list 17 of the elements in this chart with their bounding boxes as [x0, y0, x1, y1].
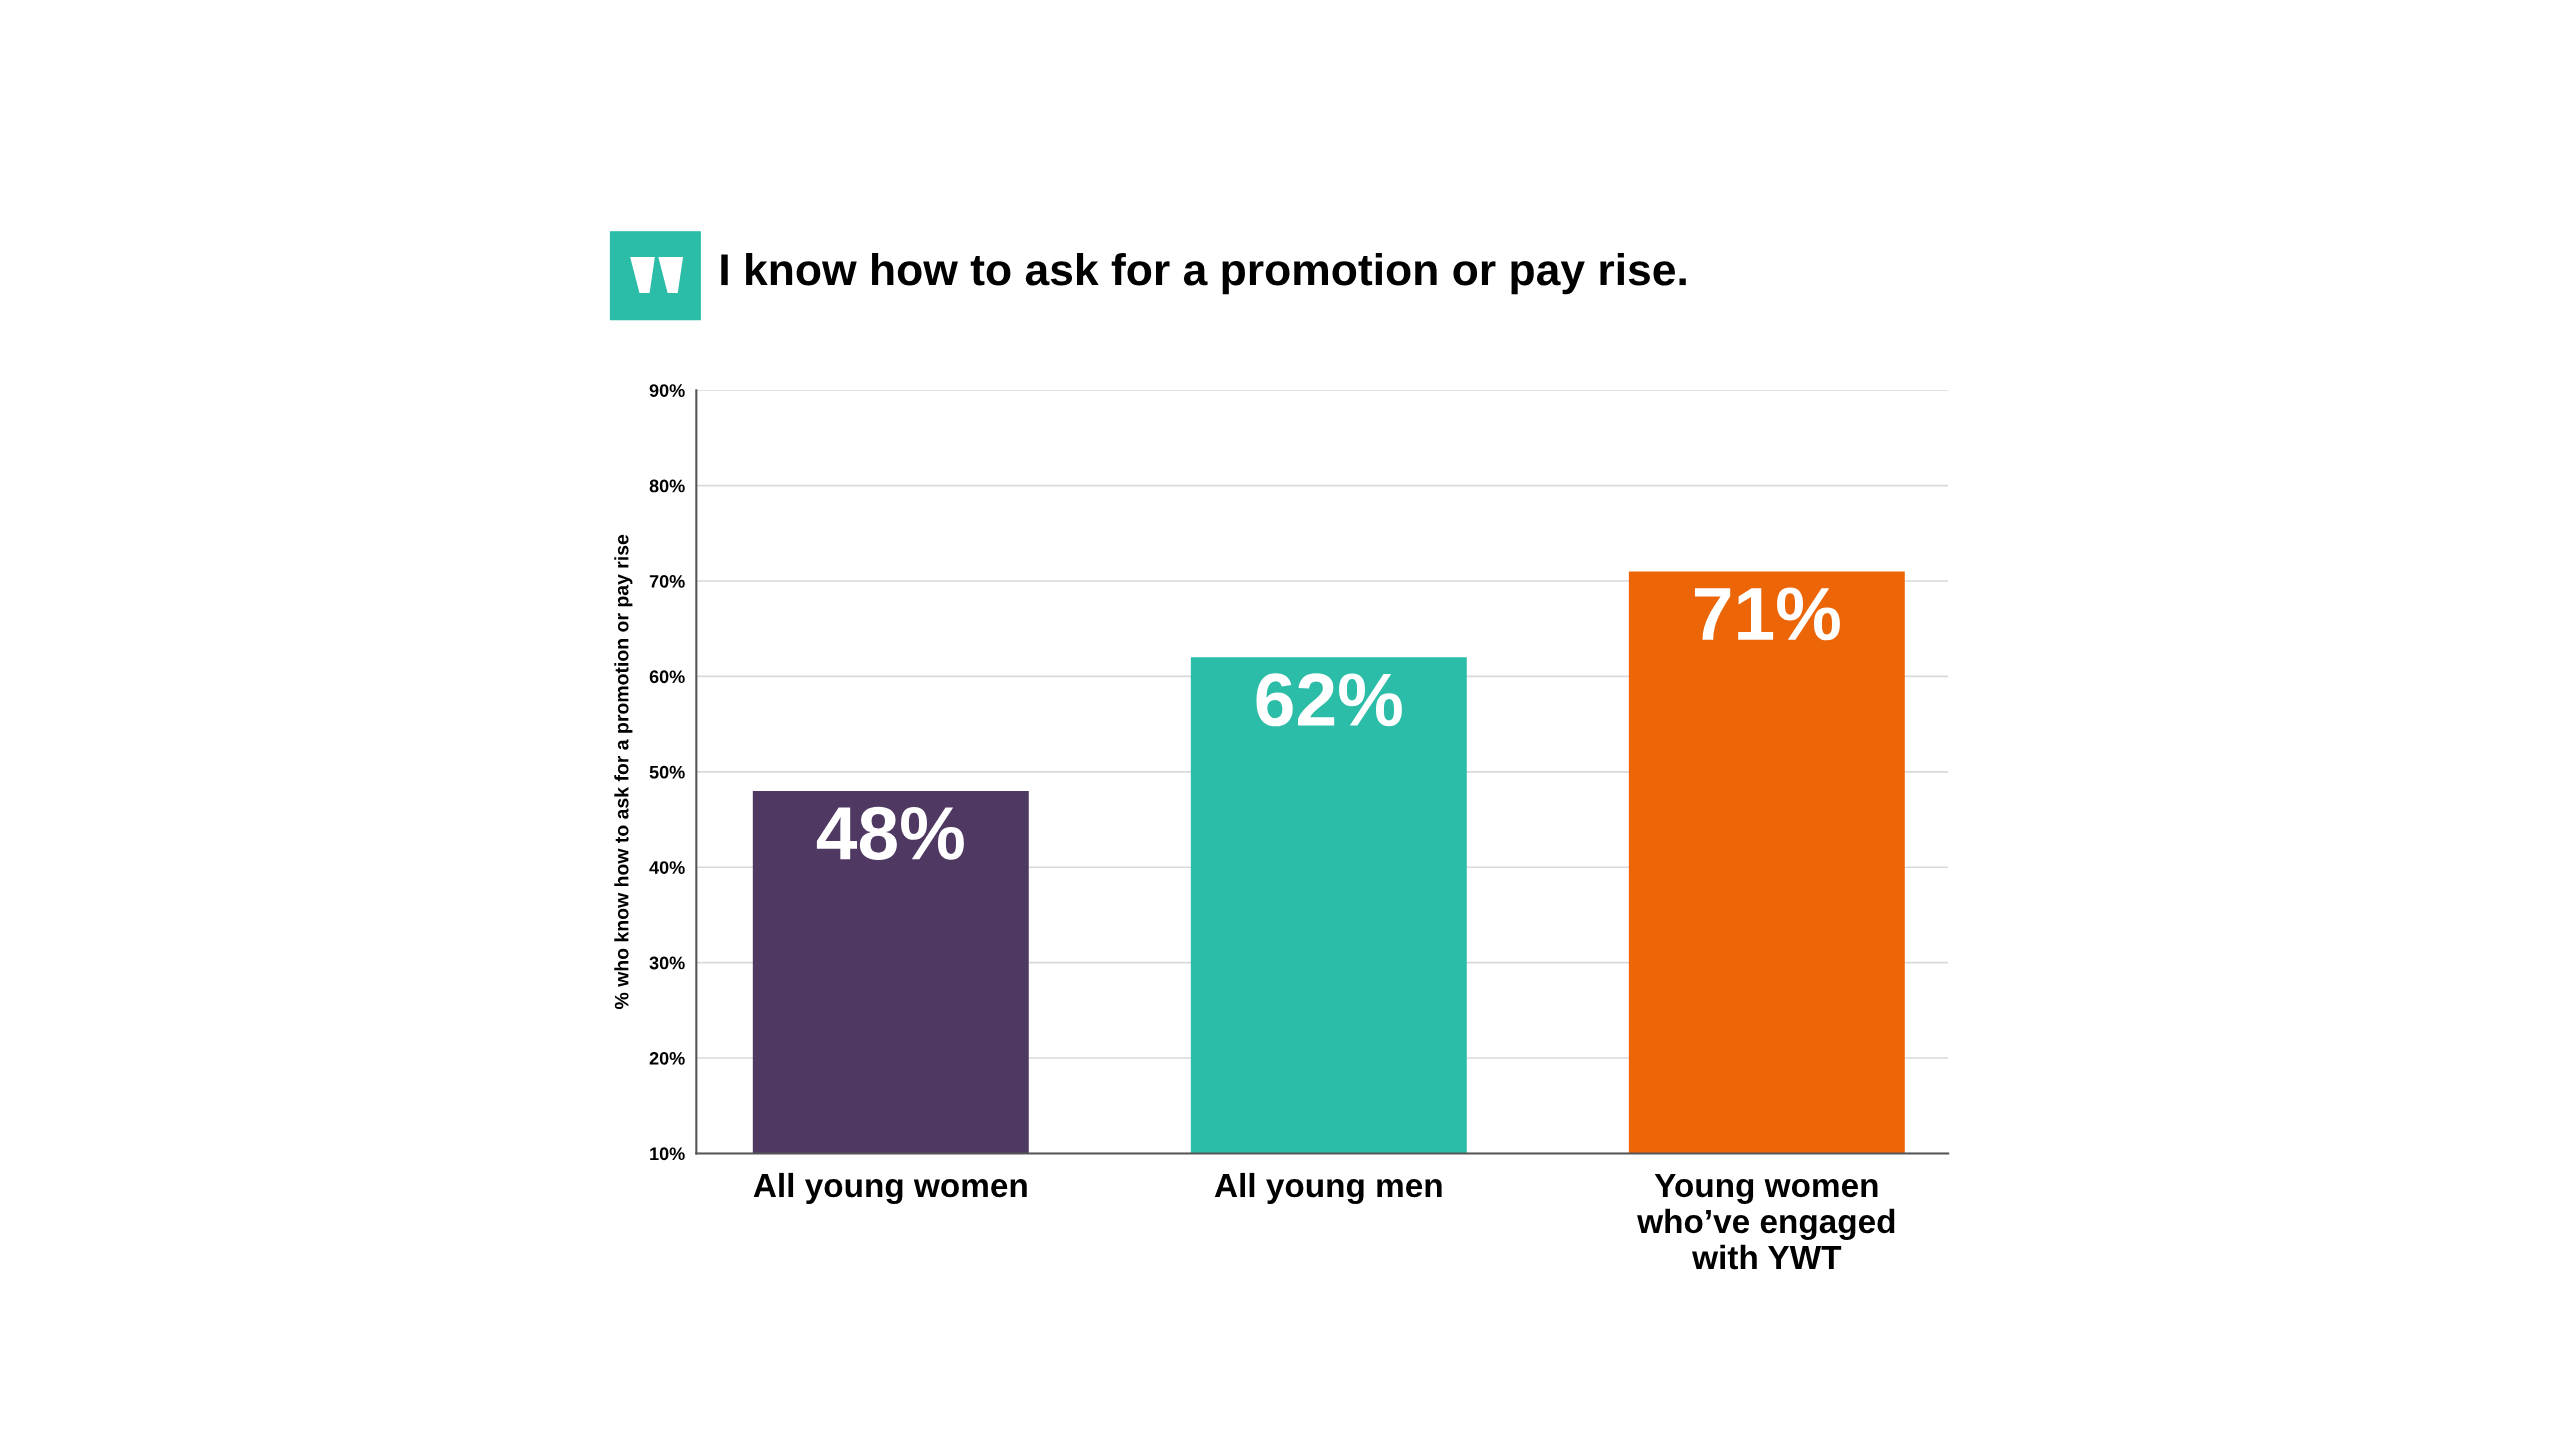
- data-label: 48%: [816, 806, 964, 860]
- x-tick-label: All young men: [1214, 1172, 1442, 1205]
- x-tick-label: Young women who’ve engaged with YWT: [1637, 1173, 1895, 1270]
- chart-title: I know how to ask for a promotion or pay rise.: [721, 252, 1686, 295]
- y-tick-label: 60%: [649, 670, 685, 684]
- y-axis-title: % who know how to ask for a promotion or pay rise: [614, 534, 633, 1010]
- data-label: 62%: [1256, 673, 1402, 727]
- y-tick-label: 40%: [649, 861, 685, 874]
- y-tick-label: 10%: [650, 1147, 685, 1161]
- y-tick-label: 80%: [649, 479, 685, 493]
- y-tick-label: 30%: [649, 956, 685, 970]
- y-tick-label: 20%: [649, 1051, 685, 1065]
- x-tick-label: All young women: [753, 1172, 1027, 1205]
- y-tick-label: 50%: [649, 765, 685, 779]
- y-tick-label: 70%: [649, 574, 685, 588]
- y-tick-label: 90%: [649, 384, 685, 397]
- data-label: 71%: [1694, 587, 1840, 641]
